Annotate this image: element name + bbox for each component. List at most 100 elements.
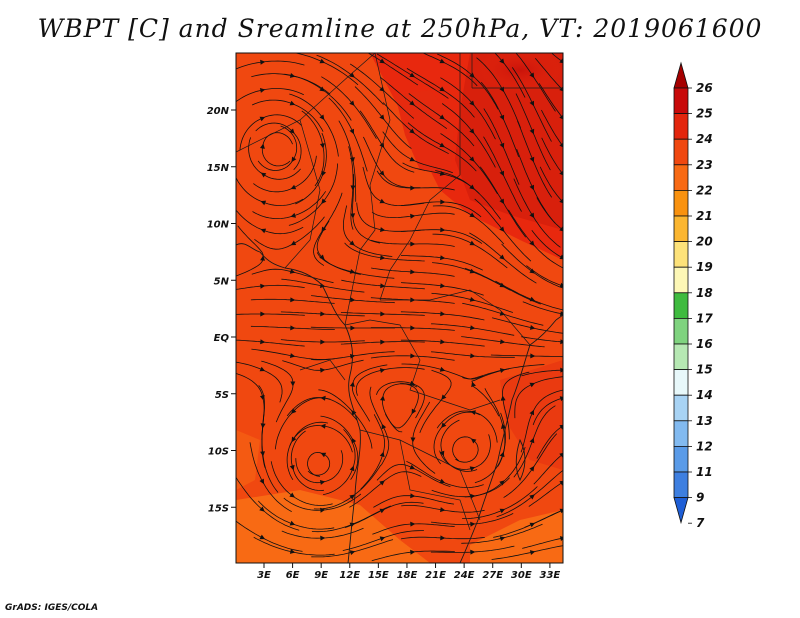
colorbar-swatch bbox=[673, 113, 689, 140]
streamline-arrow bbox=[349, 157, 355, 163]
streamline-arrow bbox=[500, 339, 506, 345]
colorbar-label: 9 bbox=[696, 491, 704, 505]
streamline-arrow bbox=[319, 114, 325, 120]
streamline-arrow bbox=[260, 339, 266, 345]
streamline-arrow bbox=[381, 423, 387, 430]
streamline-arrow bbox=[379, 58, 385, 64]
colorbar-swatch bbox=[673, 138, 689, 166]
streamline-arrow bbox=[259, 506, 265, 512]
colorbar-swatch bbox=[673, 317, 689, 345]
streamline-arrow bbox=[379, 508, 386, 514]
streamline-arrow bbox=[260, 283, 266, 289]
colorbar-swatch bbox=[673, 343, 689, 371]
streamline-arrow bbox=[379, 451, 385, 458]
streamline-arrow bbox=[470, 353, 476, 359]
streamline-arrow bbox=[291, 408, 297, 414]
streamline-arrow bbox=[440, 255, 446, 261]
streamline-arrow bbox=[529, 156, 535, 163]
streamline-arrow bbox=[499, 451, 505, 458]
streamline-arrow bbox=[470, 493, 476, 499]
map-frame bbox=[235, 52, 564, 564]
streamline-arrow bbox=[349, 100, 355, 106]
streamline-arrow bbox=[320, 535, 326, 541]
streamline-arrow bbox=[501, 423, 506, 429]
colorbar-swatch bbox=[673, 369, 689, 396]
streamline-arrow bbox=[260, 423, 266, 429]
streamline-arrow bbox=[260, 59, 266, 65]
streamline-arrow bbox=[529, 522, 536, 528]
streamline-arrow bbox=[559, 282, 563, 288]
grads-credit: GrADS: IGES/COLA bbox=[5, 603, 99, 613]
streamline-arrow bbox=[470, 438, 477, 444]
streamline-arrow bbox=[321, 198, 327, 204]
streamline-arrow bbox=[289, 269, 296, 274]
streamline-arrow bbox=[319, 254, 325, 260]
streamline-arrow bbox=[319, 480, 326, 485]
streamline-arrow bbox=[260, 311, 266, 317]
streamline-arrow bbox=[290, 297, 296, 303]
colorbar-swatch bbox=[673, 266, 689, 294]
streamline-arrow bbox=[379, 536, 386, 542]
lat-label: EQ bbox=[214, 333, 230, 344]
streamline bbox=[236, 88, 304, 103]
streamline-arrow bbox=[260, 255, 265, 261]
streamline-arrow bbox=[319, 58, 326, 64]
streamline-arrow bbox=[471, 381, 476, 388]
colorbar-label: 17 bbox=[696, 311, 713, 325]
streamline-arrow bbox=[529, 212, 535, 219]
streamline-arrow bbox=[410, 493, 416, 499]
streamline-arrow bbox=[349, 550, 356, 555]
streamline-arrow bbox=[529, 465, 535, 472]
streamline-arrow bbox=[349, 269, 356, 274]
streamline-arrow bbox=[320, 395, 326, 401]
colorbar-label: 20 bbox=[696, 235, 713, 249]
colorbar-swatch bbox=[673, 394, 689, 422]
streamline-arrow bbox=[529, 494, 535, 500]
streamline-arrow bbox=[499, 508, 506, 514]
streamline-arrow bbox=[469, 100, 475, 106]
streamline-arrow bbox=[439, 142, 445, 148]
streamline-arrow bbox=[349, 465, 355, 472]
streamline-arrow bbox=[529, 240, 535, 246]
colorbar-label: 23 bbox=[696, 158, 713, 172]
colorbar-label: 18 bbox=[696, 286, 713, 300]
streamline-arrow bbox=[320, 339, 326, 345]
streamline-arrow bbox=[440, 227, 446, 233]
streamline-arrow bbox=[289, 353, 296, 358]
streamline-arrow bbox=[411, 408, 417, 415]
streamline-arrow bbox=[559, 452, 563, 458]
streamline-arrow bbox=[320, 311, 326, 317]
streamline-arrow bbox=[439, 58, 446, 64]
streamline-arrow bbox=[439, 171, 446, 176]
streamline-arrow bbox=[291, 436, 297, 443]
streamline-arrow bbox=[529, 296, 536, 302]
streamline-arrow bbox=[439, 86, 445, 92]
colorbar-swatch bbox=[673, 215, 689, 243]
streamline-arrow bbox=[559, 480, 563, 486]
streamline-arrow bbox=[289, 549, 296, 554]
colorbar-label: 21 bbox=[696, 209, 713, 223]
colorbar-swatch bbox=[673, 241, 689, 268]
streamline bbox=[491, 317, 563, 334]
streamline-arrow bbox=[440, 535, 446, 541]
colorbar-label: 26 bbox=[696, 81, 713, 95]
streamline-arrow bbox=[290, 381, 296, 387]
streamline-arrows bbox=[259, 58, 563, 555]
streamline bbox=[531, 230, 563, 259]
streamline-arrow bbox=[529, 437, 535, 444]
streamline-arrow bbox=[440, 311, 446, 317]
streamline-arrow bbox=[559, 536, 563, 541]
lon-label: 18E bbox=[397, 570, 418, 581]
streamline bbox=[521, 369, 563, 377]
temperature-field bbox=[236, 53, 563, 563]
streamline-arrow bbox=[260, 172, 267, 178]
lat-label: 20N bbox=[207, 106, 230, 117]
streamline-arrow bbox=[260, 228, 267, 234]
colorbar-label: 24 bbox=[696, 132, 713, 146]
streamline-arrow bbox=[529, 184, 534, 191]
streamline bbox=[490, 354, 563, 358]
lon-label: 33E bbox=[540, 570, 561, 581]
streamline-arrow bbox=[499, 226, 505, 232]
streamline-arrow bbox=[259, 395, 265, 401]
